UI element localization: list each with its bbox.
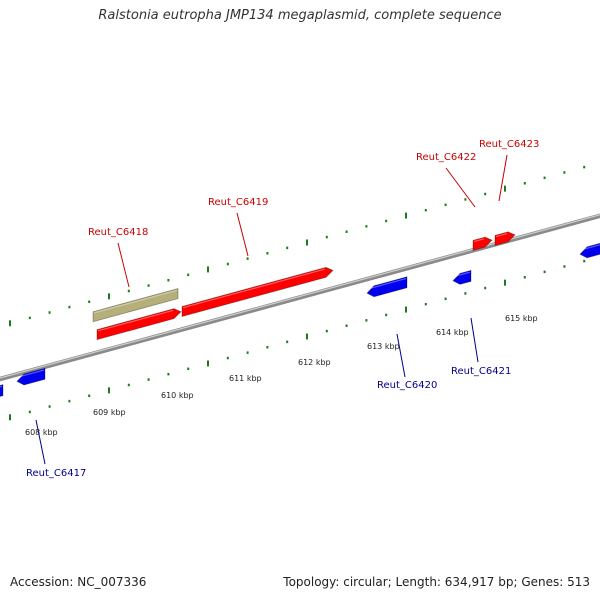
leader-line-reut-c6418 (117, 242, 130, 288)
gene-arrow-reut-c6421 (452, 269, 472, 285)
gene-label-reut-c6420: Reut_C6420 (377, 380, 437, 391)
kbp-label: 613 kbp (367, 342, 400, 351)
gene-labels: Reut_C6417 Reut_C6418 Reut_C6419 Reut_C6420… (26, 139, 539, 479)
other-feature-bar-highlight (93, 289, 178, 314)
kbp-label: 611 kbp (229, 374, 262, 383)
gene-arrow-right-edge (579, 242, 600, 259)
outer-tick-track (9, 165, 586, 327)
leader-line-reut-c6417 (35, 419, 46, 465)
leader-line-reut-c6419 (236, 212, 249, 257)
gene-arrow-left-edge (0, 384, 4, 397)
gene-arrow-reut-c6423-highlight (495, 233, 508, 238)
gene-label-reut-c6419: Reut_C6419 (208, 197, 268, 208)
gene-label-reut-c6418: Reut_C6418 (88, 227, 148, 238)
gene-arrow-reut-c6420-highlight (367, 277, 407, 290)
leader-line-reut-c6421 (470, 317, 479, 363)
gene-arrow-reut-c6419-highlight (182, 268, 326, 309)
gene-arrow-reut-c6418-highlight (97, 309, 174, 332)
gene-arrow-reut-c6418 (96, 308, 182, 341)
gene-label-reut-c6417: Reut_C6417 (26, 468, 86, 479)
label-leader-lines (35, 154, 508, 465)
kbp-label: 610 kbp (161, 391, 194, 400)
kbp-label: 614 kbp (436, 328, 469, 337)
inner-tick-track (9, 259, 586, 421)
gene-label-reut-c6421: Reut_C6421 (451, 366, 511, 377)
accession-text: Accession: NC_007336 (10, 575, 147, 589)
gene-arrow-reut-c6423 (494, 231, 516, 246)
other-feature-bar (92, 288, 179, 323)
gene-arrow-left-edge-highlight (0, 385, 3, 388)
gene-arrow-reut-c6421-highlight (453, 271, 471, 278)
kbp-label: 608 kbp (25, 428, 58, 437)
genome-summary-text: Topology: circular; Length: 634,917 bp; … (283, 575, 590, 589)
kbp-label: 612 kbp (298, 358, 331, 367)
gene-arrow-reut-c6417-highlight (17, 369, 45, 378)
gene-label-reut-c6423: Reut_C6423 (479, 139, 539, 150)
kbp-labels: 608 kbp 609 kbp 610 kbp 611 kbp 612 kbp 613 k… (25, 314, 538, 437)
gene-arrow-reut-c6419 (181, 266, 334, 318)
map-title: Ralstonia eutropha JMP134 megaplasmid, c… (98, 8, 502, 23)
kbp-label: 609 kbp (93, 408, 126, 417)
gene-arrow-right-edge-highlight (580, 244, 600, 251)
gene-arrow-reut-c6422-highlight (473, 238, 485, 243)
kbp-label: 615 kbp (505, 314, 538, 323)
gene-arrow-reut-c6422 (472, 236, 493, 251)
gene-arrow-reut-c6420 (366, 276, 408, 298)
leader-line-reut-c6423 (498, 154, 508, 202)
gene-arrow-reut-c6417 (16, 367, 46, 386)
gene-features (0, 231, 600, 397)
leader-line-reut-c6420 (396, 333, 406, 378)
gene-label-reut-c6422: Reut_C6422 (416, 152, 476, 163)
leader-line-reut-c6422 (445, 167, 476, 208)
